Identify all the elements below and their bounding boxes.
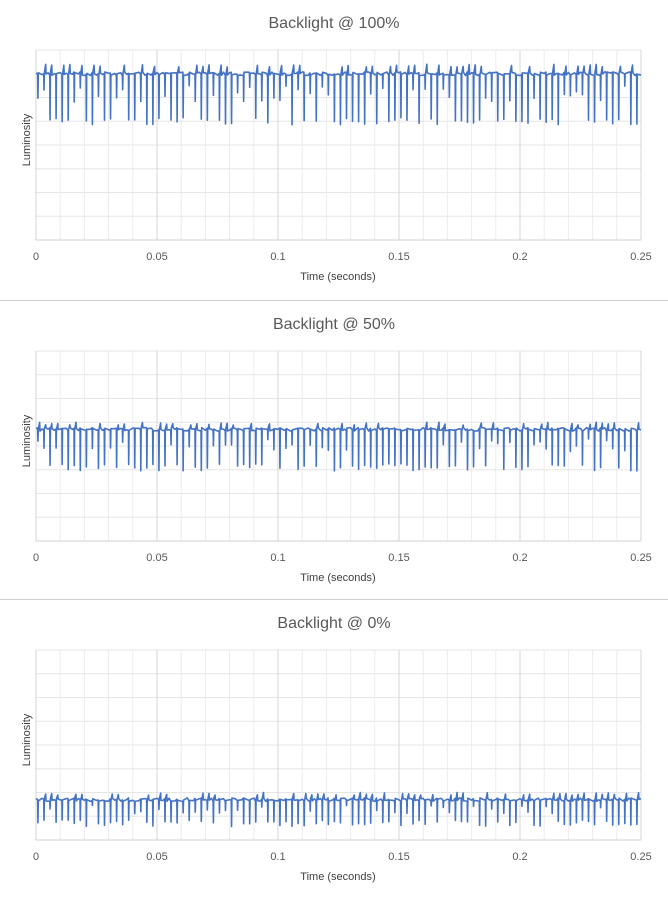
x-tick-label: 0.1: [270, 552, 285, 564]
x-tick-label: 0.25: [630, 552, 651, 564]
x-tick-label: 0: [33, 251, 39, 263]
x-tick-label: 0.25: [630, 851, 651, 863]
x-tick-label: 0.2: [512, 851, 527, 863]
panel-divider: [0, 300, 668, 301]
x-tick-label: 0.05: [146, 552, 167, 564]
x-tick-label: 0.1: [270, 851, 285, 863]
x-tick-label: 0.05: [146, 251, 167, 263]
x-tick-label: 0.15: [388, 251, 409, 263]
panel-divider: [0, 599, 668, 600]
x-tick-label: 0.1: [270, 251, 285, 263]
x-tick-label: 0.15: [388, 552, 409, 564]
x-tick-label: 0.25: [630, 251, 651, 263]
x-tick-label: 0.15: [388, 851, 409, 863]
chart-title: Backlight @ 100%: [269, 15, 400, 32]
x-tick-label: 0: [33, 851, 39, 863]
y-axis-label: Luminosity: [21, 113, 33, 166]
chart-backlight-50: Backlight @ 50% 0 0.05 0.1 0.15 0.2 0.25 Time (…: [21, 316, 652, 584]
luminosity-series-line: [35, 791, 642, 828]
x-axis-label: Time (seconds): [300, 871, 375, 883]
y-axis-label: Luminosity: [21, 713, 33, 766]
chart-panel-100: Backlight @ 100% 0 0.05 0.1 0.15 0.2 0.25 Time …: [0, 0, 668, 300]
chart-backlight-100: Backlight @ 100% 0 0.05 0.1 0.15 0.2 0.25 Time …: [21, 15, 652, 283]
luminosity-series-line: [35, 63, 642, 126]
x-axis-label: Time (seconds): [300, 572, 375, 584]
x-tick-label: 0.2: [512, 552, 527, 564]
chart-backlight-0: Backlight @ 0% 0 0.05 0.1 0.15 0.2 0.25 Time (s…: [21, 615, 652, 883]
x-axis-label: Time (seconds): [300, 271, 375, 283]
chart-title: Backlight @ 0%: [277, 615, 390, 632]
chart-title: Backlight @ 50%: [273, 316, 395, 333]
y-axis-label: Luminosity: [21, 414, 33, 467]
luminosity-series-line: [35, 421, 642, 472]
x-tick-label: 0.05: [146, 851, 167, 863]
chart-panel-0: Backlight @ 0% 0 0.05 0.1 0.15 0.2 0.25 Time (s…: [0, 600, 668, 901]
chart-panel-50: Backlight @ 50% 0 0.05 0.1 0.15 0.2 0.25 Time (…: [0, 301, 668, 599]
x-tick-label: 0.2: [512, 251, 527, 263]
x-tick-label: 0: [33, 552, 39, 564]
